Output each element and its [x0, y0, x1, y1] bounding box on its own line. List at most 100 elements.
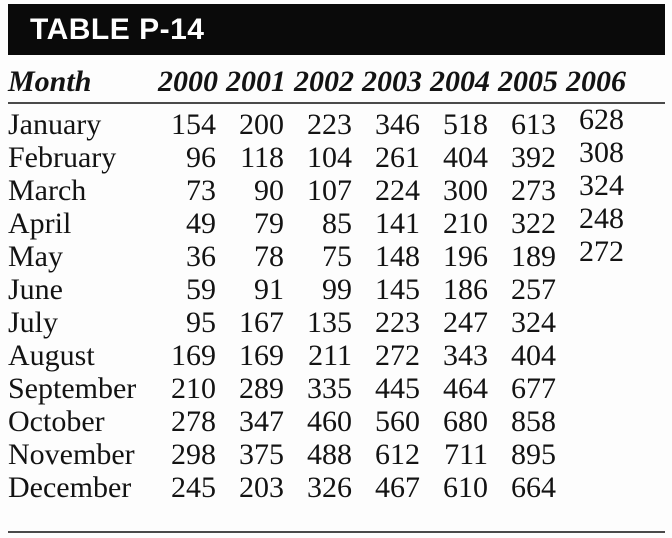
value-cell: 298: [171, 438, 216, 471]
month-cell: August: [8, 339, 95, 372]
value-cell: 711: [444, 438, 488, 471]
value-cell: 169: [239, 339, 284, 372]
value-cell: 560: [375, 405, 420, 438]
value-cell: 96: [186, 141, 216, 174]
value-cell: 95: [186, 306, 216, 339]
value-cell: 278: [171, 405, 216, 438]
value-cell: 75: [322, 240, 352, 273]
month-cell: December: [8, 471, 132, 504]
value-cell: 322: [511, 207, 556, 240]
value-cell: 135: [307, 306, 352, 339]
value-cell: 467: [375, 471, 420, 504]
value-cell: 247: [443, 306, 488, 339]
value-cell: 308: [579, 136, 624, 169]
value-cell: 148: [375, 240, 420, 273]
value-cell: [566, 334, 634, 367]
value-cell: 78: [254, 240, 284, 273]
column-header-month: Month: [8, 65, 92, 98]
value-cell: [566, 433, 634, 466]
value-cell: 273: [511, 174, 556, 207]
value-cell: 392: [511, 141, 556, 174]
value-cell: 404: [443, 141, 488, 174]
value-cell: 664: [511, 471, 556, 504]
table-row: April 49 79 85 141 210 322 248: [8, 202, 665, 240]
month-cell: June: [8, 273, 63, 306]
table-body: January 154 200 223 346 518 613 628 Febr…: [8, 103, 665, 504]
value-cell: 79: [254, 207, 284, 240]
value-cell: 375: [239, 438, 284, 471]
value-cell: 224: [375, 174, 420, 207]
value-cell: 211: [308, 339, 352, 372]
value-cell: 210: [443, 207, 488, 240]
value-cell: 59: [186, 273, 216, 306]
table-row: August 169 169 211 272 343 404: [8, 339, 665, 372]
value-cell: 324: [511, 306, 556, 339]
value-cell: 343: [443, 339, 488, 372]
value-cell: 186: [443, 273, 488, 306]
value-cell: 189: [511, 240, 556, 273]
month-cell: November: [8, 438, 135, 471]
value-cell: 326: [307, 471, 352, 504]
value-cell: 464: [443, 372, 488, 405]
value-cell: 73: [186, 174, 216, 207]
value-cell: 223: [375, 306, 420, 339]
column-header-2001: 2001: [226, 65, 286, 98]
value-cell: 858: [511, 405, 556, 438]
table-row: June 59 91 99 145 186 257: [8, 273, 665, 306]
value-cell: 200: [239, 108, 284, 141]
value-cell: 445: [375, 372, 420, 405]
month-cell: May: [8, 240, 63, 273]
month-cell: April: [8, 207, 72, 240]
value-cell: 518: [443, 108, 488, 141]
value-cell: [566, 301, 634, 334]
value-cell: 91: [254, 273, 284, 306]
value-cell: 118: [240, 141, 284, 174]
value-cell: 107: [307, 174, 352, 207]
table-row: October 278 347 460 560 680 858: [8, 405, 665, 438]
value-cell: 203: [239, 471, 284, 504]
value-cell: 90: [254, 174, 284, 207]
value-cell: 223: [307, 108, 352, 141]
value-cell: 300: [443, 174, 488, 207]
value-cell: [566, 367, 634, 400]
table-title: TABLE P-14: [30, 12, 205, 46]
value-cell: 613: [511, 108, 556, 141]
value-cell: 245: [171, 471, 216, 504]
value-cell: 460: [307, 405, 352, 438]
value-cell: 261: [375, 141, 420, 174]
table-row: February 96 118 104 261 404 392 308: [8, 136, 665, 174]
value-cell: 248: [579, 202, 624, 235]
value-cell: 610: [443, 471, 488, 504]
value-cell: 36: [186, 240, 216, 273]
value-cell: 272: [579, 235, 624, 268]
value-cell: 99: [322, 273, 352, 306]
month-cell: March: [8, 174, 87, 207]
table-row: September 210 289 335 445 464 677: [8, 372, 665, 405]
value-cell: 145: [375, 273, 420, 306]
month-cell: July: [8, 306, 59, 339]
table-row: January 154 200 223 346 518 613 628: [8, 103, 665, 141]
value-cell: 169: [171, 339, 216, 372]
value-cell: 272: [375, 339, 420, 372]
value-cell: 488: [307, 438, 352, 471]
table-row: December 245 203 326 467 610 664: [8, 471, 665, 504]
table-row: March 73 90 107 224 300 273 324: [8, 169, 665, 207]
value-cell: 141: [375, 207, 420, 240]
table-row: May 36 78 75 148 196 189 272: [8, 235, 665, 273]
value-cell: 167: [239, 306, 284, 339]
value-cell: 85: [322, 207, 352, 240]
value-cell: 196: [443, 240, 488, 273]
value-cell: 210: [171, 372, 216, 405]
column-header-2003: 2003: [362, 65, 422, 98]
value-cell: 680: [443, 405, 488, 438]
month-cell: February: [8, 141, 117, 174]
value-cell: 257: [511, 273, 556, 306]
header-rule: [8, 102, 665, 104]
month-cell: January: [8, 108, 102, 141]
value-cell: 335: [307, 372, 352, 405]
table-header-row: Month 2000 2001 2002 2003 2004 2005 2006: [8, 60, 665, 103]
bottom-rule: [8, 531, 665, 533]
month-cell: October: [8, 405, 105, 438]
value-cell: 346: [375, 108, 420, 141]
